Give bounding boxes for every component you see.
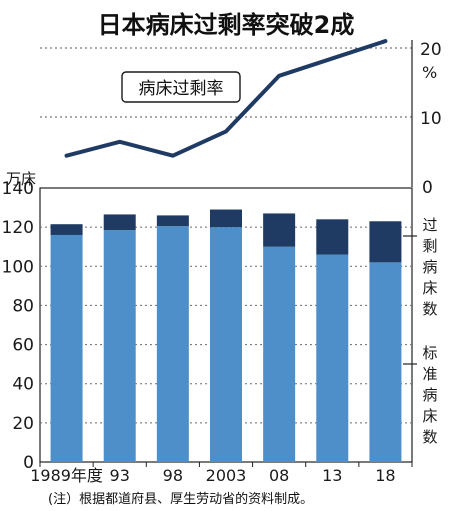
bar-ytick-label: 140 bbox=[2, 179, 34, 199]
bar-excess-beds bbox=[369, 221, 402, 263]
bar-xtick-label: 13 bbox=[322, 466, 342, 485]
bar-xtick-label: 1989年度 bbox=[30, 466, 103, 485]
line-chart-yunit: % bbox=[422, 63, 437, 82]
bar-xtick-label: 93 bbox=[110, 466, 130, 485]
bar-chart-yunit: 万床 bbox=[6, 170, 36, 188]
bar-ytick-label: 60 bbox=[12, 336, 34, 356]
legend-standard-beds: 标准病床数 bbox=[422, 344, 437, 446]
bar-standard-beds bbox=[263, 246, 296, 462]
bar-ytick-label: 80 bbox=[12, 296, 34, 316]
line-chart: 20 % 10 0 病床过剩率 bbox=[40, 39, 442, 198]
bar-excess-beds bbox=[210, 209, 242, 228]
bar-standard-beds bbox=[369, 262, 402, 462]
bar-xtick-label: 18 bbox=[375, 466, 395, 485]
bar-standard-beds bbox=[103, 230, 136, 462]
bar-excess-beds bbox=[263, 213, 296, 247]
line-chart-ytick-20: 20 bbox=[420, 40, 442, 60]
bar-xtick-label: 98 bbox=[163, 466, 183, 485]
bar-standard-beds bbox=[50, 234, 83, 462]
bar-excess-beds bbox=[156, 215, 189, 227]
bar-excess-beds bbox=[50, 224, 83, 235]
excess-rate-line bbox=[64, 39, 388, 158]
bar-ytick-label: 100 bbox=[2, 257, 34, 277]
bar-xtick-label: 08 bbox=[269, 466, 289, 485]
line-chart-ytick-0: 0 bbox=[422, 178, 433, 198]
bar-standard-beds bbox=[156, 226, 189, 462]
bar-standard-beds bbox=[316, 254, 349, 462]
bar-ytick-label: 40 bbox=[12, 375, 34, 395]
bar-ytick-label: 120 bbox=[2, 218, 34, 238]
line-series-label-box bbox=[121, 71, 241, 103]
legend-excess-beds: 过剩病床数 bbox=[422, 216, 437, 318]
bar-ytick-label: 20 bbox=[12, 414, 34, 434]
line-series-label: 病床过剩率 bbox=[139, 79, 224, 99]
line-chart-ytick-10: 10 bbox=[420, 109, 442, 129]
bar-standard-beds bbox=[210, 227, 242, 462]
bar-excess-beds bbox=[103, 214, 136, 231]
bar-chart: 万床 0 20 40 60 80 100 120 140 1989年度 93 98 2003 08 13… bbox=[2, 170, 438, 485]
chart-title: 日本病床过剩率突破2成 bbox=[98, 11, 355, 39]
bar-ytick-label: 0 bbox=[23, 453, 34, 473]
bar-excess-beds bbox=[316, 219, 349, 255]
bar-xtick-label: 2003 bbox=[206, 466, 247, 485]
footnote: (注）根据都道府县、厚生劳动省的资料制成。 bbox=[48, 491, 313, 507]
